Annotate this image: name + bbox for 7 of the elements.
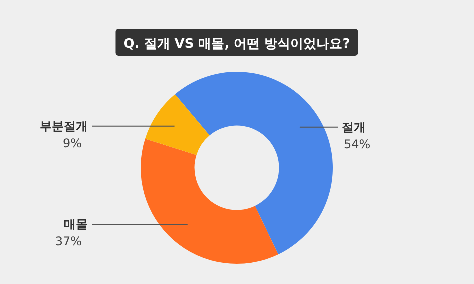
- data-label: 9%: [62, 136, 82, 150]
- slice-label: 절개: [342, 120, 366, 134]
- slice-label: 매몰: [64, 218, 88, 232]
- data-label: 54%: [344, 137, 371, 152]
- chart-title: Q. 절개 VS 매몰, 어떤 방식이었나요?: [124, 37, 350, 52]
- data-label: 37%: [55, 234, 82, 249]
- slice-label: 부분절개: [40, 119, 88, 134]
